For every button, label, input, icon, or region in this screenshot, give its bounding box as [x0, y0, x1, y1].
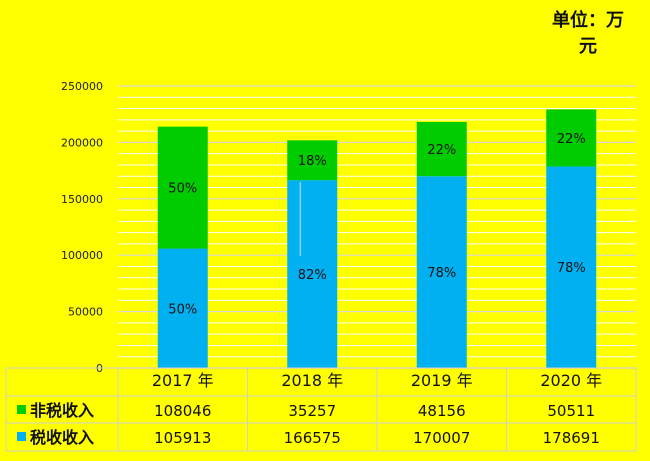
tax-income-bar — [546, 166, 597, 368]
tax-legend-swatch — [17, 432, 26, 441]
y-tick-label: 200000 — [61, 136, 103, 149]
y-tick-label: 50000 — [68, 306, 103, 319]
x-category-label: 2019 年 — [411, 371, 473, 390]
non-tax-value-cell: 108046 — [154, 402, 211, 420]
non-tax-row-label: 非税收入 — [30, 401, 94, 420]
data-table-border — [5, 367, 637, 452]
non-tax-income-bar — [546, 109, 597, 167]
non-tax-percent-label: 18% — [298, 154, 327, 169]
non-tax-percent-label: 22% — [557, 132, 586, 147]
non-tax-percent-label: 50% — [168, 182, 197, 197]
unit-label: 单位：万元 — [552, 10, 624, 57]
x-category-label: 2020 年 — [540, 371, 602, 390]
non-tax-value-cell: 48156 — [418, 402, 466, 420]
tax-value-cell: 105913 — [154, 429, 211, 447]
bar-layer: 50% 50% 82% 18% 78% 22% 78% 22% — [157, 109, 597, 368]
tax-value-cell: 178691 — [543, 429, 600, 447]
tax-percent-label: 82% — [298, 268, 327, 283]
tax-income-bar — [287, 180, 338, 368]
tax-row-label: 税收收入 — [30, 428, 94, 447]
non-tax-income-bar — [416, 121, 467, 177]
non-tax-value-cell: 50511 — [547, 402, 595, 420]
x-category-label: 2018 年 — [281, 371, 343, 390]
non-tax-percent-label: 22% — [427, 143, 456, 158]
y-tick-label: 100000 — [61, 249, 103, 262]
tax-value-cell: 170007 — [413, 429, 470, 447]
tax-value-cell: 166575 — [284, 429, 341, 447]
tax-percent-label: 50% — [168, 302, 197, 317]
tax-percent-label: 78% — [427, 266, 456, 281]
non-tax-legend-swatch — [17, 405, 26, 414]
tax-income-bar — [416, 176, 467, 368]
x-category-label: 2017 年 — [152, 371, 214, 390]
tax-percent-label: 78% — [557, 261, 586, 276]
non-tax-income-bar — [157, 126, 208, 249]
non-tax-income-bar — [287, 140, 338, 181]
y-tick-label: 150000 — [61, 193, 103, 206]
non-tax-value-cell: 35257 — [288, 402, 336, 420]
y-tick-label: 250000 — [61, 80, 103, 93]
tax-income-bar — [157, 248, 208, 368]
